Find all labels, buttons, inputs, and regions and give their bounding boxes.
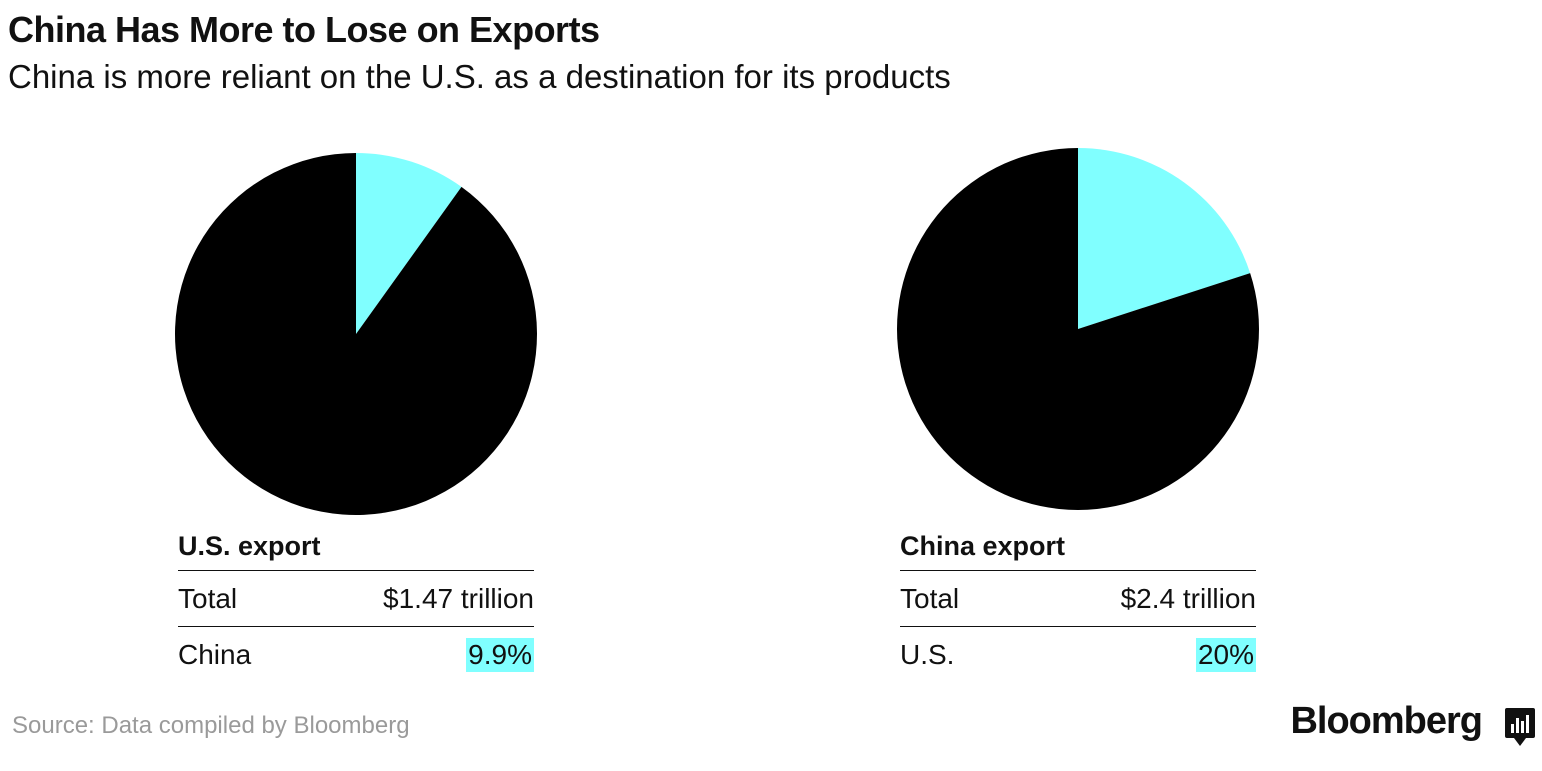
bar-chart-icon [1505,708,1535,746]
china-export-heading: China export [900,528,1256,571]
row-value-highlight: 20% [1195,637,1256,672]
source-note: Source: Data compiled by Bloomberg [12,712,410,739]
us-export-table: U.S. export Total $1.47 trillion China 9… [178,528,534,682]
chart-title: China Has More to Lose on Exports [8,9,600,50]
chart-subtitle: China is more reliant on the U.S. as a d… [8,58,951,95]
pie-slice-china [356,153,462,334]
china-export-pie [897,148,1259,510]
row-label: U.S. [900,638,955,670]
china-export-table: China export Total $2.4 trillion U.S. 20… [900,528,1256,682]
row-label: Total [900,582,960,614]
row-label: China [178,638,252,670]
pie-slice-rest [897,148,1259,510]
row-value: $1.47 trillion [383,582,534,614]
pie-slice-u-s [1078,148,1251,329]
table-row-total: Total $1.47 trillion [178,571,534,627]
brand-logo: Bloomberg [1290,700,1483,742]
row-value-highlight: 9.9% [466,637,534,672]
table-row-total: Total $2.4 trillion [900,571,1256,627]
table-row-china: China 9.9% [178,627,534,682]
us-export-heading: U.S. export [178,528,534,571]
row-value: $2.4 trillion [1120,582,1256,614]
row-label: Total [178,582,238,614]
table-row-us: U.S. 20% [900,627,1256,682]
pie-slice-rest [175,153,537,515]
us-export-pie [175,153,537,515]
